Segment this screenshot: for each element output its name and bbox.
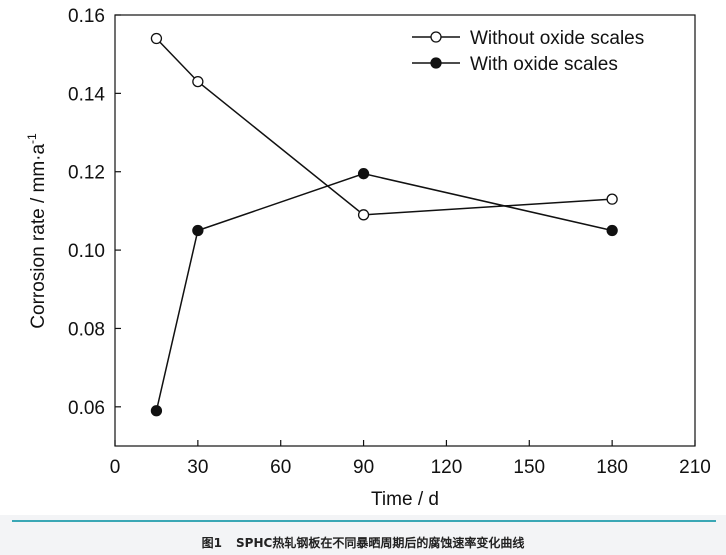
series-1-point <box>150 405 163 417</box>
corrosion-rate-chart: 0 30 60 90 120 150 180 210 0.06 0.08 0.10 0.12 0.14 0… <box>25 6 711 510</box>
series-0-point <box>150 32 163 45</box>
series-1-point <box>606 224 618 237</box>
figure-caption: 图1 SPHC热轧钢板在不同暴晒周期后的腐蚀速率变化曲线 <box>0 534 726 551</box>
chart-figure: 0 30 60 90 120 150 180 210 0.06 0.08 0.10 0.12 0.14 0… <box>25 6 711 510</box>
legend-marker-filled-circle <box>430 57 442 69</box>
x-tick-label: 60 <box>270 457 291 478</box>
plot-frame <box>114 14 696 447</box>
legend: Without oxide scales With oxide scales <box>412 28 644 75</box>
y-tick-label: 0.10 <box>68 241 105 262</box>
axis-ticks <box>114 14 696 446</box>
y-tick-label: 0.12 <box>68 163 105 184</box>
y-tick-label: 0.06 <box>68 398 105 419</box>
y-tick-label: 0.16 <box>68 6 105 27</box>
series-0-point <box>357 209 370 221</box>
figure-number: 图1 <box>201 536 223 550</box>
caption-bar: 图1 SPHC热轧钢板在不同暴晒周期后的腐蚀速率变化曲线 <box>0 515 726 555</box>
axis-tick-labels: 0 30 60 90 120 150 180 210 0.06 0.08 0.10 0.12 0.14 0… <box>68 6 711 478</box>
legend-label-without: Without oxide scales <box>470 28 644 49</box>
series-1-point <box>357 168 370 180</box>
series-line-1 <box>155 172 613 411</box>
x-tick-label: 120 <box>431 457 463 478</box>
y-axis-label-base: Corrosion rate / mm·a <box>28 144 49 329</box>
y-axis-label: Corrosion rate / mm·a-1 <box>25 133 49 329</box>
series-layer <box>150 32 618 417</box>
x-tick-label: 180 <box>596 457 628 478</box>
series-1-point <box>192 224 204 237</box>
x-axis-label: Time / d <box>371 489 439 510</box>
series-0-point <box>606 193 618 205</box>
x-tick-label: 150 <box>513 457 545 478</box>
x-tick-label: 0 <box>110 457 121 478</box>
caption-divider <box>12 520 716 522</box>
legend-label-with: With oxide scales <box>470 54 618 75</box>
x-tick-label: 30 <box>187 457 208 478</box>
y-axis-label-exponent: -1 <box>25 133 39 144</box>
caption-text: SPHC热轧钢板在不同暴晒周期后的腐蚀速率变化曲线 <box>236 536 525 550</box>
x-tick-label: 90 <box>353 457 374 478</box>
y-tick-label: 0.14 <box>68 84 105 105</box>
legend-marker-open-circle <box>430 31 442 43</box>
y-tick-label: 0.08 <box>68 319 105 340</box>
x-tick-label: 210 <box>679 457 711 478</box>
series-0-point <box>192 75 204 88</box>
series-line-0 <box>155 37 613 216</box>
